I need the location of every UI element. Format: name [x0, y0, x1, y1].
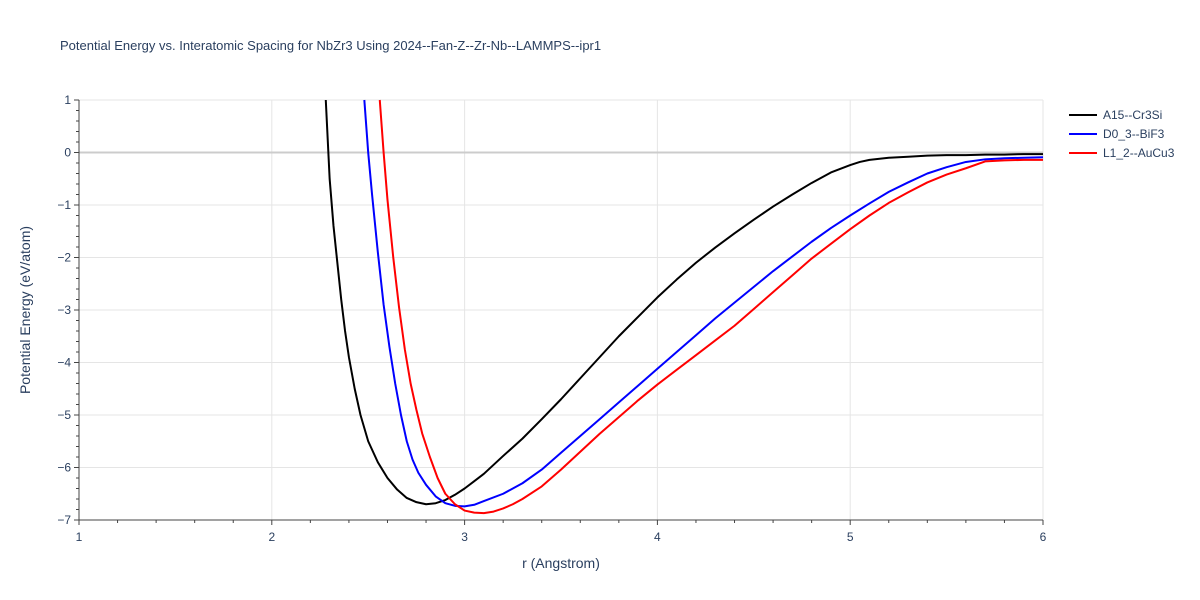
series-line-0	[324, 99, 1043, 506]
legend-item[interactable]: A15--Cr3Si	[1069, 108, 1162, 122]
y-tick-labels: 1 0 −1 −2 −3 −4 −5 −6 −7	[57, 93, 71, 527]
x-tick-label: 4	[654, 530, 661, 544]
y-tick-label: −1	[57, 198, 71, 212]
x-tick-label: 1	[76, 530, 83, 544]
series-line-2	[378, 99, 1043, 515]
y-tick-label: −4	[57, 356, 71, 370]
y-tick-label: 1	[64, 93, 71, 107]
y-tick-label: −6	[57, 461, 71, 475]
chart-title: Potential Energy vs. Interatomic Spacing…	[60, 38, 601, 53]
y-tick-label: −5	[57, 408, 71, 422]
legend-item[interactable]: D0_3--BiF3	[1069, 127, 1165, 141]
x-tick-labels: 1 2 3 4 5 6	[76, 530, 1047, 544]
series-layer	[324, 99, 1044, 515]
legend-label: D0_3--BiF3	[1103, 127, 1165, 141]
x-tick-label: 5	[847, 530, 854, 544]
legend-label: L1_2--AuCu3	[1103, 146, 1175, 160]
y-tick-label: −2	[57, 251, 71, 265]
y-tick-label: 0	[64, 146, 71, 160]
legend-item[interactable]: L1_2--AuCu3	[1069, 146, 1175, 160]
x-tick-label: 3	[461, 530, 468, 544]
x-tick-label: 2	[268, 530, 275, 544]
x-tick-label: 6	[1040, 530, 1047, 544]
series-line-1	[363, 99, 1044, 508]
legend: A15--Cr3Si D0_3--BiF3 L1_2--AuCu3	[1069, 108, 1175, 160]
y-tick-label: −7	[57, 513, 71, 527]
x-axis-title: r (Angstrom)	[522, 555, 600, 571]
y-axis-title: Potential Energy (eV/atom)	[17, 226, 33, 394]
legend-label: A15--Cr3Si	[1103, 108, 1162, 122]
axes	[74, 99, 1044, 525]
y-tick-label: −3	[57, 303, 71, 317]
